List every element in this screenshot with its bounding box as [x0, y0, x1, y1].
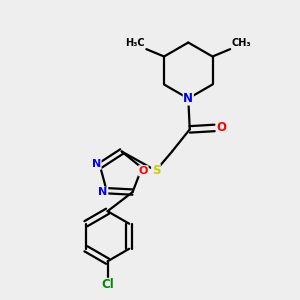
Text: Cl: Cl	[101, 278, 114, 291]
Text: O: O	[216, 122, 226, 134]
Text: S: S	[152, 164, 160, 177]
Text: O: O	[139, 166, 148, 176]
Text: N: N	[98, 187, 108, 197]
Text: H₃C: H₃C	[125, 38, 145, 48]
Text: N: N	[92, 159, 101, 169]
Text: CH₃: CH₃	[232, 38, 251, 48]
Text: N: N	[183, 92, 193, 105]
